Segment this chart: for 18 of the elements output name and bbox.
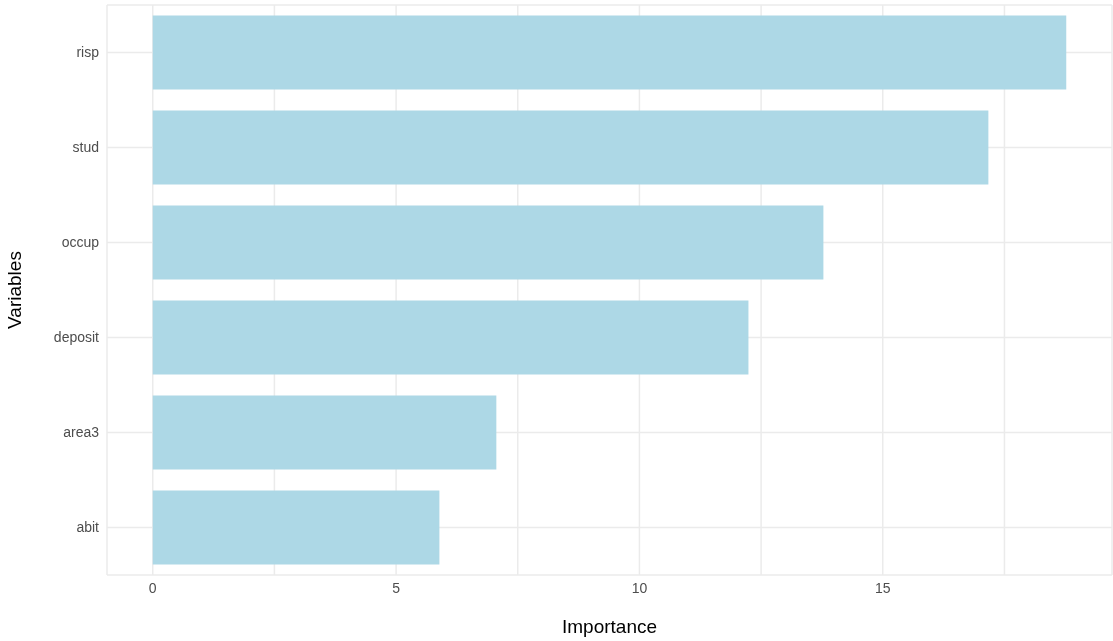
x-tick-label: 15 <box>874 579 891 596</box>
bar <box>152 300 749 375</box>
y-axis-title: Variables <box>3 251 25 329</box>
bar <box>152 395 497 470</box>
y-tick-label: risp <box>76 44 100 61</box>
bar <box>152 490 440 565</box>
y-tick-label: deposit <box>53 329 100 346</box>
bar <box>152 110 989 185</box>
bar <box>152 205 824 280</box>
bar <box>152 15 1067 90</box>
x-tick-label: 5 <box>392 579 401 596</box>
y-tick-label: area3 <box>63 424 100 441</box>
y-tick-label: stud <box>72 139 99 156</box>
x-tick-label: 0 <box>148 579 157 596</box>
x-axis-title: Importance <box>561 616 658 637</box>
y-tick-label: abit <box>76 519 100 536</box>
x-tick-label: 10 <box>631 579 648 596</box>
y-tick-label: occup <box>61 234 100 251</box>
